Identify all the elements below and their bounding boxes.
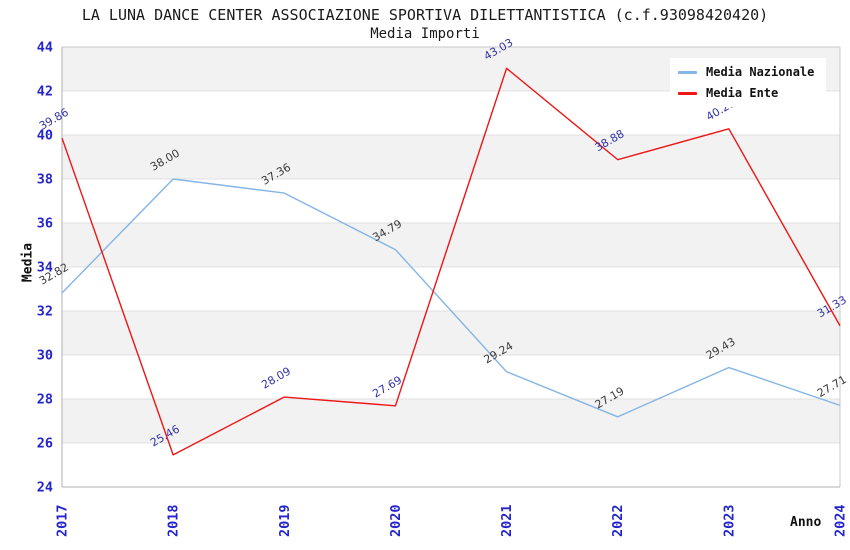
- svg-text:39.86: 39.86: [37, 106, 71, 133]
- chart-title: LA LUNA DANCE CENTER ASSOCIAZIONE SPORTI…: [81, 6, 769, 24]
- svg-text:2018: 2018: [166, 504, 182, 537]
- svg-text:28: 28: [37, 392, 53, 408]
- svg-text:2019: 2019: [277, 504, 293, 537]
- svg-text:28.09: 28.09: [259, 365, 293, 392]
- axes-spines: [61, 46, 841, 488]
- legend-label: Media Ente: [706, 86, 779, 100]
- svg-text:2023: 2023: [721, 504, 737, 537]
- plot-bands: [62, 47, 840, 443]
- x-tick-labels: 2017 2018 2019 2020 2021 2022 2023 2024: [55, 504, 849, 537]
- legend-item-media-nazionale: Media Nazionale: [678, 65, 814, 79]
- svg-text:44: 44: [37, 40, 53, 56]
- legend-item-media-ente: Media Ente: [678, 86, 814, 100]
- svg-text:2017: 2017: [55, 504, 71, 537]
- svg-text:32: 32: [37, 304, 53, 320]
- svg-text:34: 34: [37, 260, 53, 276]
- svg-text:2024: 2024: [833, 504, 849, 537]
- svg-text:40: 40: [37, 128, 53, 144]
- y-axis-title: Media: [20, 242, 36, 283]
- legend-swatch-media-nazionale: [678, 70, 697, 74]
- svg-text:27.71: 27.71: [815, 373, 849, 400]
- svg-text:30: 30: [37, 348, 53, 364]
- chart-subtitle: Media Importi: [370, 26, 480, 42]
- legend-swatch-media-ente: [678, 91, 697, 95]
- svg-text:42: 42: [37, 84, 53, 100]
- x-axis-title: Anno: [790, 515, 822, 530]
- legend: Media Nazionale Media Ente: [670, 58, 827, 107]
- svg-text:38: 38: [37, 172, 53, 188]
- svg-text:2020: 2020: [388, 504, 404, 537]
- y-tick-labels: 24 26 28 30 32 34 36 38 40 42 44: [37, 40, 53, 496]
- legend-label: Media Nazionale: [706, 65, 815, 79]
- svg-text:36: 36: [37, 216, 53, 232]
- svg-text:24: 24: [37, 480, 53, 496]
- series-line-media-ente: [61, 67, 841, 456]
- svg-text:26: 26: [37, 436, 53, 452]
- series-line-media-nazionale: [61, 178, 841, 418]
- svg-text:2021: 2021: [499, 504, 515, 537]
- svg-text:2022: 2022: [610, 504, 626, 537]
